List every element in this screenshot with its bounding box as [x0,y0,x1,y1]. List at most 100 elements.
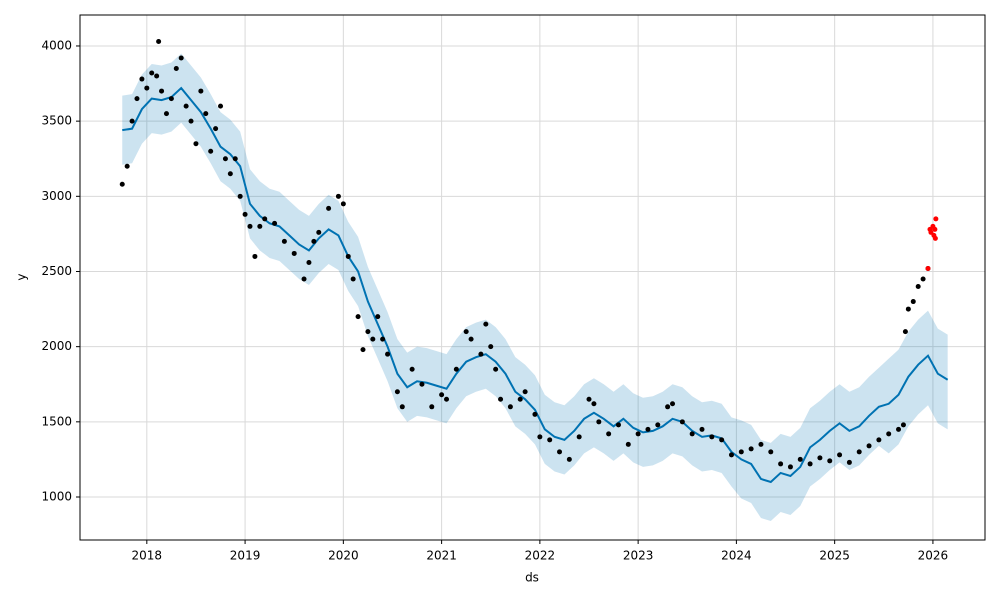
data-point [900,422,906,428]
data-point [257,223,263,229]
data-point [345,253,351,259]
data-point [218,103,224,109]
data-point [227,171,233,177]
x-tick-label: 2026 [918,549,949,563]
data-point [586,396,592,402]
data-point [488,344,494,350]
data-point [738,449,744,455]
data-point [905,306,911,312]
data-point [827,458,833,464]
data-point [557,449,563,455]
data-point [689,431,695,437]
y-tick-label: 3500 [41,114,72,128]
data-point [178,55,184,61]
data-point [311,238,317,244]
data-point [444,396,450,402]
data-point [129,118,135,124]
data-point [335,193,341,199]
data-point [635,431,641,437]
data-point [463,329,469,335]
y-tick-label: 3000 [41,189,72,203]
data-point [493,366,499,372]
data-point [306,259,312,265]
data-point [719,437,725,443]
data-point [596,419,602,425]
data-point [537,434,543,440]
data-point [679,419,685,425]
data-point [655,422,661,428]
data-point [468,336,474,342]
data-point [876,437,882,443]
data-point [375,314,381,320]
data-point [188,118,194,124]
data-point [173,66,179,72]
forecast-line [122,86,949,484]
data-point [910,299,916,305]
data-point [453,366,459,372]
data-point [149,70,155,76]
data-point [232,156,238,162]
data-point [896,426,902,432]
data-point [208,148,214,154]
y-tick-label: 4000 [41,38,72,52]
x-tick-label: 2020 [328,549,359,563]
uncertainty-band [122,53,948,522]
data-point [134,96,140,102]
data-point [507,404,513,410]
data-point [247,223,253,229]
data-point [866,443,872,449]
data-point [237,193,243,199]
data-point [606,431,612,437]
data-point [728,452,734,458]
data-point [837,452,843,458]
data-point [817,455,823,461]
data-point [797,456,803,462]
data-point [532,411,538,417]
data-point [709,434,715,440]
y-tick-label: 1000 [41,490,72,504]
data-point [625,441,631,447]
data-point [222,156,228,162]
data-point [242,211,248,217]
data-point [758,441,764,447]
data-point [252,253,258,259]
data-point [856,449,862,455]
data-point [933,216,939,222]
data-point [193,141,199,147]
data-point [355,314,361,320]
data-point [566,456,572,462]
x-tick-label: 2018 [132,549,163,563]
data-point [768,449,774,455]
data-point [203,111,209,117]
data-point [615,422,621,428]
data-point [183,103,189,109]
data-point [547,437,553,443]
data-point [385,351,391,357]
data-point [932,226,938,232]
data-point [262,216,268,222]
data-point [429,404,435,410]
data-point [156,38,162,44]
x-tick-label: 2023 [623,549,654,563]
data-point [399,404,405,410]
data-point [699,426,705,432]
data-point [340,201,346,207]
data-point [370,336,376,342]
data-point [281,238,287,244]
data-point [846,459,852,465]
data-point [920,276,926,282]
data-point [576,434,582,440]
data-point [670,401,676,407]
data-point [291,250,297,256]
data-point [119,181,125,187]
data-point [483,321,489,327]
data-point [350,276,356,282]
x-tick-label: 2025 [819,549,850,563]
data-point [154,73,160,79]
data-point [124,163,130,169]
y-tick-label: 2500 [41,264,72,278]
data-point [932,235,938,241]
data-point [272,220,278,226]
data-point [144,85,150,91]
